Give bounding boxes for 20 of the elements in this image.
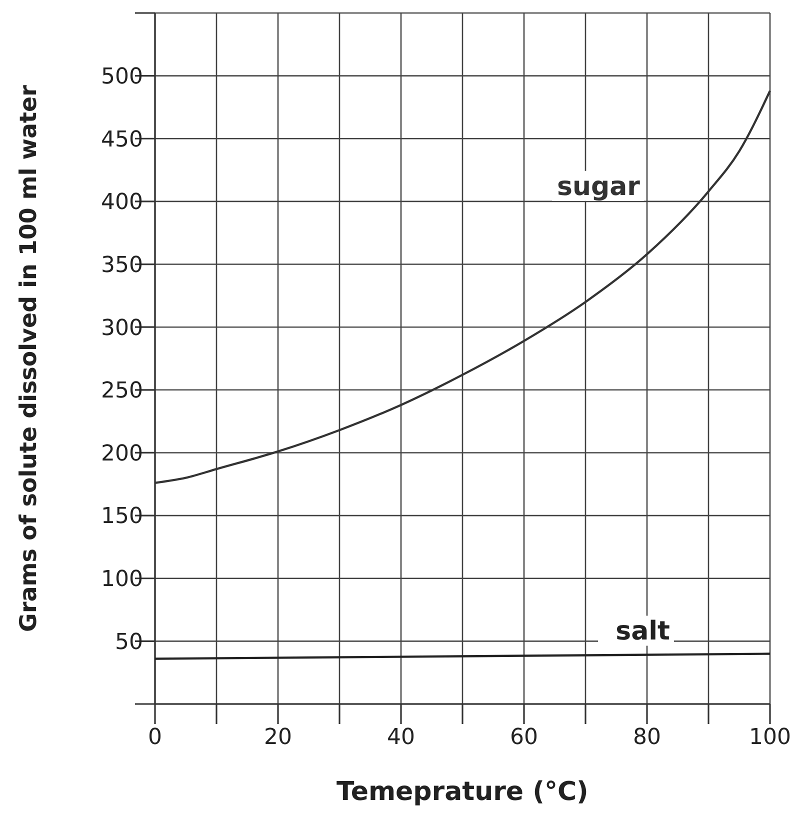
y-tick-label: 350 [101, 252, 143, 278]
x-tick-label: 0 [148, 725, 162, 750]
x-tick-label: 40 [387, 725, 415, 750]
y-tick-label: 450 [101, 127, 143, 152]
y-tick-label: 200 [101, 441, 143, 466]
y-tick-label: 400 [101, 190, 143, 216]
x-tick-label: 100 [749, 725, 791, 750]
y-tick-label: 250 [101, 378, 143, 404]
x-tick-label: 20 [264, 725, 292, 750]
series-label: salt [616, 616, 670, 647]
y-tick-label: 50 [115, 630, 143, 655]
x-tick-label: 80 [633, 725, 661, 750]
y-tick-label: 300 [101, 316, 143, 341]
x-axis-title: Temeprature (°C) [336, 777, 588, 807]
x-tick-label: 60 [510, 725, 538, 750]
series-label: sugar [557, 172, 640, 202]
y-axis-title: Grams of solute dissolved in 100 ml water [16, 84, 42, 632]
y-tick-label: 100 [101, 567, 143, 592]
y-tick-label: 150 [101, 504, 143, 530]
y-tick-label: 500 [101, 64, 143, 90]
